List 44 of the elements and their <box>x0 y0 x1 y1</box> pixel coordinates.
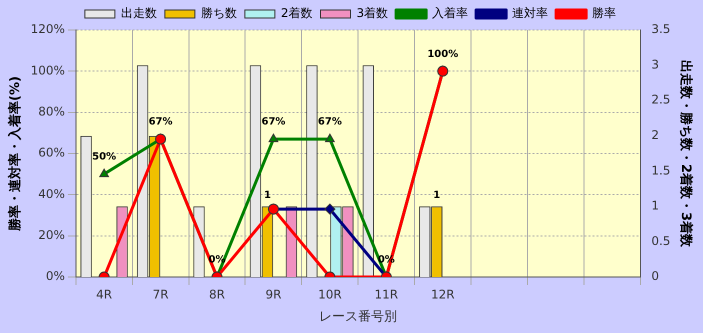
y2-tick-label: 3.5 <box>651 22 670 36</box>
legend-label: 勝ち数 <box>200 6 237 20</box>
legend-label: 入着率 <box>432 6 468 20</box>
data-label: 1 <box>264 190 271 202</box>
y-tick-label: 80% <box>38 104 65 118</box>
x-axis-title: レース番号別 <box>319 310 398 325</box>
y-tick-label: 60% <box>38 146 65 160</box>
y2-tick-label: 1 <box>651 198 659 213</box>
data-label: 50% <box>92 152 116 163</box>
data-label: 1 <box>433 190 440 202</box>
y2-tick-label: 0 <box>651 269 659 284</box>
y-axis-title: 勝率・連対率・入着率(%) <box>7 76 24 232</box>
y2-tick-label: 3 <box>651 57 659 72</box>
x-tick-label: 12R <box>430 287 455 302</box>
data-label: 100% <box>427 48 458 60</box>
point <box>268 134 278 142</box>
y2-tick-label: 2 <box>651 128 659 142</box>
point <box>325 134 335 142</box>
legend-label: 連対率 <box>512 6 548 20</box>
x-tick-label: 9R <box>265 287 282 302</box>
legend-label: 出走数 <box>120 6 157 20</box>
y2-tick-label: 2.5 <box>651 92 670 107</box>
data-label: 67% <box>261 116 286 128</box>
y-tick-label: 120% <box>30 22 65 36</box>
x-tick-label: 10R <box>318 287 342 302</box>
data-label: 67% <box>148 116 173 128</box>
point <box>99 168 109 178</box>
x-tick-label: 7R <box>152 287 169 302</box>
legend-label: 勝率 <box>592 6 616 20</box>
y2-axis-title: 出走数・勝ち数・2着数・3着数 <box>678 60 694 248</box>
x-tick-label: 8R <box>209 287 225 302</box>
legend-label: 3着数 <box>356 6 388 20</box>
y-tick-label: 0% <box>46 269 65 284</box>
x-tick-label: 4R <box>96 287 112 302</box>
point <box>155 134 166 145</box>
point <box>437 66 448 77</box>
y2-tick-label: 1.5 <box>651 163 670 178</box>
legend-label: 2着数 <box>280 6 313 20</box>
x-tick-label: 11R <box>374 287 398 302</box>
y-tick-label: 40% <box>38 186 65 201</box>
y-tick-label: 20% <box>38 228 65 242</box>
y-tick-label: 100% <box>30 63 65 78</box>
data-label: 67% <box>318 116 342 128</box>
y2-tick-label: 0.5 <box>651 234 670 248</box>
